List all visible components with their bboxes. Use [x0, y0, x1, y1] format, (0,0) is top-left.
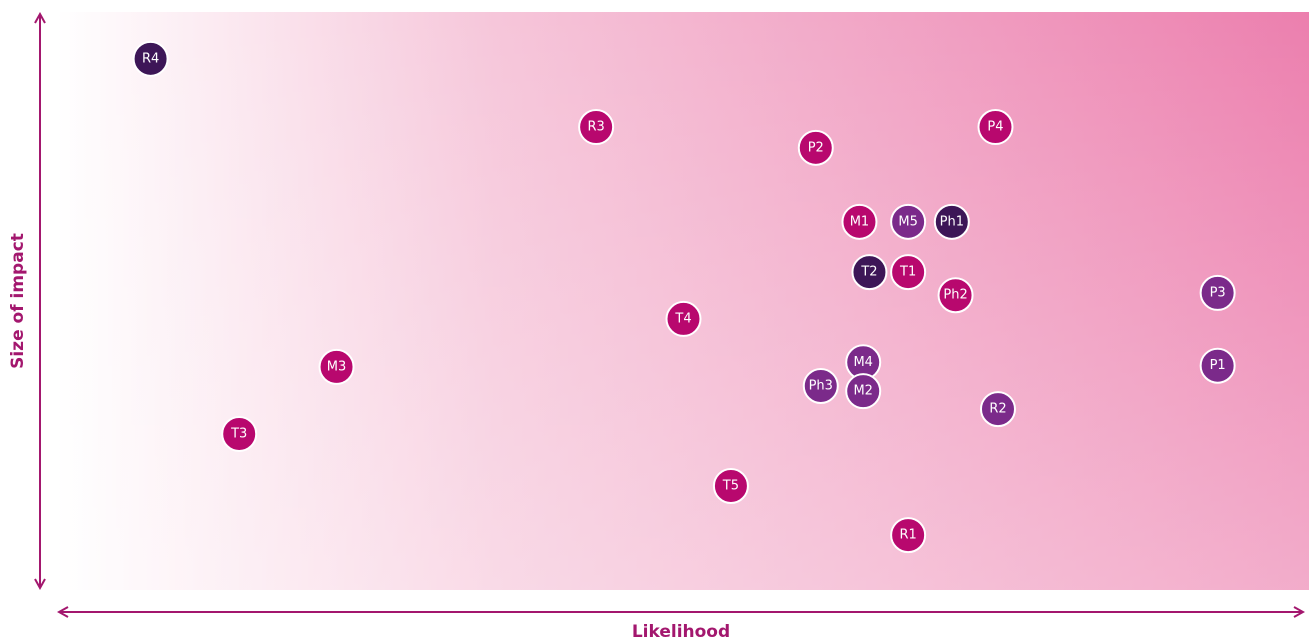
risk-point [979, 391, 1016, 428]
risk-point-label: P3 [1210, 285, 1226, 300]
risk-point [977, 109, 1014, 146]
risk-point-label: Ph1 [940, 214, 964, 229]
risk-point [578, 109, 615, 146]
risk-point-label: Ph2 [943, 288, 967, 303]
risk-point [132, 40, 169, 77]
risk-point [890, 254, 927, 291]
risk-point-label: P4 [987, 120, 1003, 135]
risk-point [1199, 274, 1236, 311]
risk-point-label: R4 [142, 51, 159, 66]
risk-point-label: P2 [808, 140, 824, 155]
risk-point-label: M3 [327, 359, 347, 374]
risk-point [318, 348, 355, 385]
risk-point-label: M5 [898, 214, 918, 229]
risk-point-label: P1 [1210, 358, 1226, 373]
risk-point [665, 300, 702, 337]
risk-point [1199, 347, 1236, 384]
risk-point-label: R3 [587, 120, 604, 135]
risk-point-label: M1 [850, 214, 870, 229]
risk-point [841, 203, 878, 240]
risk-point [937, 277, 974, 314]
risk-point [221, 415, 258, 452]
risk-point-label: T3 [230, 426, 247, 441]
risk-point-label: T1 [899, 265, 916, 280]
risk-point-label: M2 [853, 384, 873, 399]
risk-point-label: R1 [899, 528, 916, 543]
risk-point [851, 254, 888, 291]
risk-point [933, 203, 970, 240]
x-axis-label: Likelihood [632, 622, 730, 642]
risk-point [802, 367, 839, 404]
risk-point-label: T5 [722, 478, 739, 493]
risk-point-label: T4 [674, 311, 691, 326]
risk-point-label: T2 [860, 265, 877, 280]
risk-point [890, 203, 927, 240]
risk-point [845, 373, 882, 410]
risk-point [797, 129, 834, 166]
risk-point-label: M4 [853, 355, 873, 370]
risk-point [890, 517, 927, 554]
risk-point [712, 467, 749, 504]
risk-point-label: R2 [989, 402, 1006, 417]
y-axis-label: Size of impact [8, 233, 28, 369]
risk-point-label: Ph3 [809, 378, 833, 393]
